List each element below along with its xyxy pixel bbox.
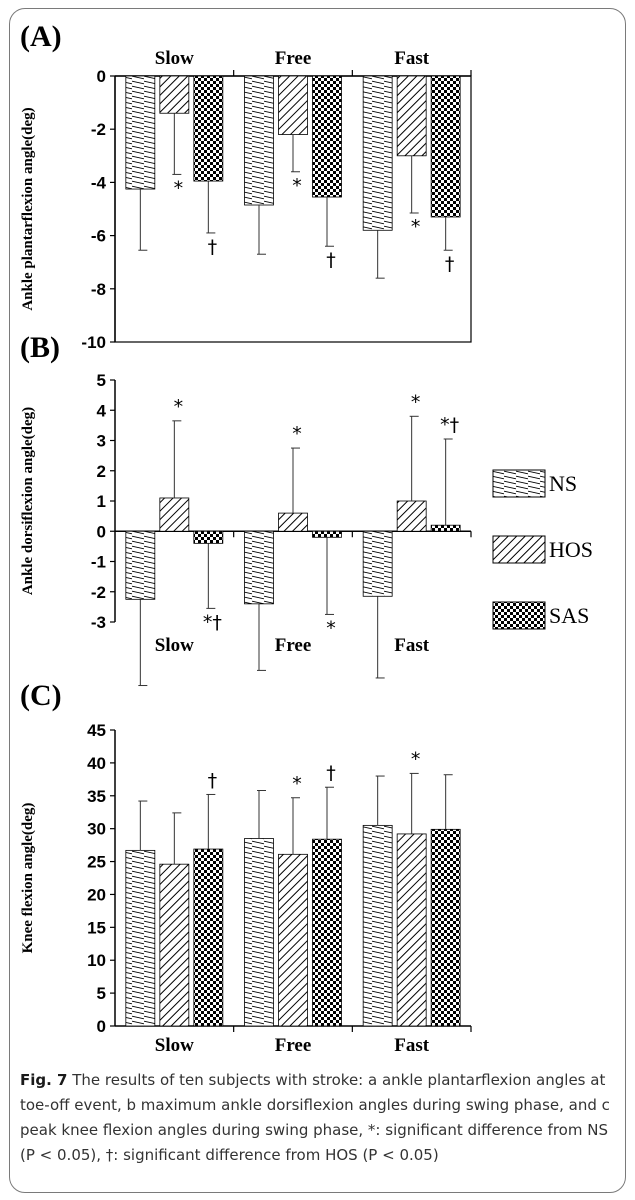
y-tick-label: 1 bbox=[97, 492, 106, 511]
bar-ns-free bbox=[244, 838, 274, 1027]
y-tick-label: 0 bbox=[97, 67, 106, 86]
bar-hos-fast bbox=[396, 833, 427, 1027]
significance-mark: * bbox=[292, 773, 302, 795]
bar-hos-free bbox=[278, 512, 308, 532]
bar-sas-fast bbox=[430, 75, 461, 218]
y-tick-label: -2 bbox=[91, 120, 106, 139]
y-axis-label: Knee flexion angle(deg) bbox=[20, 803, 36, 954]
bar-sas-free bbox=[312, 838, 342, 1027]
y-tick-label: -10 bbox=[81, 333, 106, 352]
significance-mark: † bbox=[326, 762, 336, 784]
bar-ns-fast bbox=[362, 530, 393, 597]
significance-mark: * bbox=[292, 423, 302, 445]
category-label-slow: Slow bbox=[155, 635, 194, 656]
category-label-free: Free bbox=[275, 1035, 312, 1056]
bar-ns-fast bbox=[362, 75, 393, 231]
bar-ns-slow bbox=[125, 530, 156, 600]
y-tick-label: 35 bbox=[87, 787, 106, 806]
y-axis-label: Ankle dorsiflexion angle(deg) bbox=[20, 407, 36, 595]
y-tick-label: 20 bbox=[87, 885, 106, 904]
legend-label-ns: NS bbox=[549, 471, 577, 496]
category-label-free: Free bbox=[275, 48, 312, 69]
bar-sas-free bbox=[312, 530, 342, 538]
significance-mark: † bbox=[445, 253, 455, 275]
category-label-fast: Fast bbox=[394, 635, 430, 656]
legend-swatch-sas bbox=[492, 601, 546, 630]
significance-mark: † bbox=[326, 249, 336, 271]
panel-label: (B) bbox=[20, 331, 60, 364]
y-tick-label: 5 bbox=[97, 371, 106, 390]
y-tick-label: 3 bbox=[97, 432, 106, 451]
category-label-free: Free bbox=[275, 635, 312, 656]
legend: NS HOS SAS bbox=[492, 469, 593, 630]
y-tick-label: -3 bbox=[91, 613, 106, 632]
category-label-fast: Fast bbox=[394, 48, 430, 69]
y-tick-label: 5 bbox=[97, 984, 106, 1003]
panel-label: (C) bbox=[20, 679, 62, 712]
significance-mark: * bbox=[326, 617, 336, 639]
y-tick-label: 15 bbox=[87, 918, 106, 937]
bar-hos-free bbox=[278, 853, 308, 1027]
bar-sas-slow bbox=[193, 530, 224, 544]
legend-label-hos: HOS bbox=[549, 537, 593, 562]
bar-sas-slow bbox=[193, 75, 224, 182]
figure-caption-label: Fig. 7 bbox=[20, 1071, 68, 1089]
significance-mark: † bbox=[208, 236, 218, 258]
bar-hos-slow bbox=[159, 497, 190, 532]
bar-sas-slow bbox=[193, 848, 224, 1027]
significance-mark: *† bbox=[203, 611, 222, 633]
bar-sas-free bbox=[312, 75, 342, 198]
legend-swatch-hos bbox=[492, 535, 546, 564]
bar-ns-free bbox=[244, 75, 274, 206]
bar-hos-fast bbox=[396, 500, 427, 532]
bar-hos-free bbox=[278, 75, 308, 135]
significance-mark: * bbox=[411, 391, 421, 413]
y-tick-label: 45 bbox=[87, 721, 106, 740]
y-tick-label: 30 bbox=[87, 820, 106, 839]
bar-ns-slow bbox=[125, 849, 156, 1027]
significance-mark: * bbox=[411, 216, 421, 238]
significance-mark: * bbox=[411, 748, 421, 770]
y-tick-label: -8 bbox=[91, 280, 106, 299]
chart-panel-3: (C) 0 5 10 15 20 25 30 35 40 45 Knee flexion angle(… bbox=[20, 679, 472, 1056]
bar-ns-fast bbox=[362, 824, 393, 1027]
y-tick-label: 0 bbox=[97, 522, 106, 541]
figure-caption-text: The results of ten subjects with stroke:… bbox=[20, 1071, 610, 1164]
bar-hos-slow bbox=[159, 863, 190, 1027]
bar-hos-slow bbox=[159, 75, 190, 114]
y-tick-label: -4 bbox=[91, 173, 107, 192]
significance-mark: * bbox=[174, 177, 184, 199]
y-tick-label: 40 bbox=[87, 754, 106, 773]
bar-ns-free bbox=[244, 530, 274, 605]
chart-panel-1: (A) 0 -2 -4 -6 -8 -10 Ankle plantarflexion angl… bbox=[20, 20, 472, 352]
figure-caption: Fig. 7 The results of ten subjects with … bbox=[20, 1068, 620, 1168]
significance-mark: * bbox=[292, 175, 302, 197]
y-axis-label: Ankle plantarflexion angle(deg) bbox=[20, 107, 36, 310]
y-tick-label: 25 bbox=[87, 853, 106, 872]
legend-swatch-ns bbox=[492, 469, 546, 498]
significance-mark: † bbox=[208, 769, 218, 791]
bar-hos-fast bbox=[396, 75, 427, 157]
y-tick-label: -2 bbox=[91, 583, 106, 602]
category-label-slow: Slow bbox=[155, 48, 194, 69]
legend-label-sas: SAS bbox=[549, 603, 589, 628]
significance-mark: * bbox=[174, 396, 184, 418]
bar-sas-fast bbox=[430, 524, 461, 532]
y-tick-label: 4 bbox=[97, 401, 107, 420]
y-tick-label: -1 bbox=[91, 553, 106, 572]
significance-mark: *† bbox=[440, 414, 459, 436]
bar-ns-slow bbox=[125, 75, 156, 190]
y-tick-label: 10 bbox=[87, 951, 106, 970]
category-label-slow: Slow bbox=[155, 1035, 194, 1056]
y-tick-label: -6 bbox=[91, 227, 106, 246]
y-tick-label: 0 bbox=[97, 1017, 106, 1036]
bar-sas-fast bbox=[430, 828, 461, 1027]
panel-label: (A) bbox=[20, 20, 62, 53]
y-tick-label: 2 bbox=[97, 462, 106, 481]
category-label-fast: Fast bbox=[394, 1035, 430, 1056]
